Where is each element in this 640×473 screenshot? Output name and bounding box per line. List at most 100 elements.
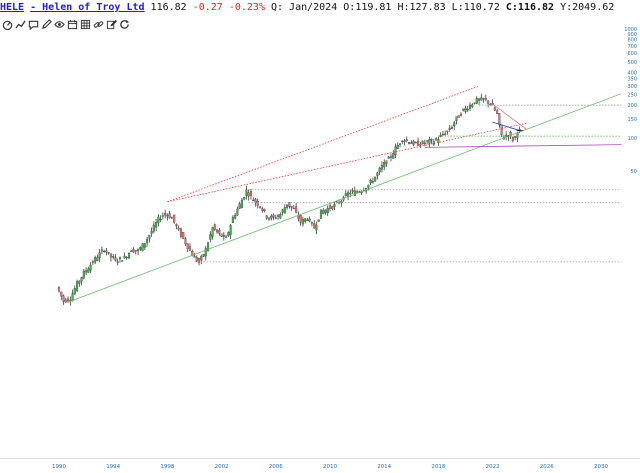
candle-up [466, 108, 469, 111]
y-tick-label: 300 [627, 84, 637, 90]
candle-down [186, 243, 189, 249]
chart-toolbar [2, 17, 130, 31]
candle-up [258, 206, 262, 208]
candle-down [448, 128, 451, 130]
candle-down [405, 139, 408, 142]
candle-up [148, 235, 151, 239]
x-tick-label: 2026 [540, 464, 554, 470]
candle-up [206, 242, 210, 252]
candle-down [299, 215, 302, 223]
dotted-level-line [167, 85, 480, 203]
candle-up [315, 224, 318, 231]
candle-up [200, 255, 203, 261]
candle-down [482, 98, 485, 100]
chart-header: HELE - Helen of Troy Ltd 116.82 -0.27 -0… [0, 0, 640, 16]
dashboard-icon[interactable] [2, 18, 13, 30]
candle-up [240, 199, 243, 209]
candle-up [301, 219, 304, 225]
candle-up [211, 227, 214, 237]
candle-down [435, 138, 438, 141]
candle-up [392, 153, 395, 159]
low-value: 110.72 [463, 2, 500, 13]
candle-up [455, 116, 458, 121]
trend-line-icon[interactable] [15, 18, 26, 30]
candle-up [374, 176, 377, 182]
candle-up [112, 256, 115, 258]
grid-icon[interactable] [80, 18, 91, 30]
candle-up [286, 204, 289, 208]
open-label: O: [343, 2, 356, 13]
edit-icon[interactable] [106, 18, 117, 30]
y-tick-label: 600 [627, 51, 637, 57]
volume-value: 2049.62 [572, 2, 615, 13]
candle-down [407, 142, 411, 144]
refresh-icon[interactable] [119, 18, 130, 30]
candle-down [218, 230, 221, 234]
candle-down [188, 246, 192, 251]
candle-up [159, 219, 162, 221]
candle-up [225, 236, 228, 238]
candle-up [376, 172, 379, 177]
candle-up [157, 216, 160, 223]
candle-up [116, 261, 119, 263]
candle-down [498, 113, 501, 126]
candle-up [308, 218, 311, 222]
candle-up [383, 162, 386, 168]
price-change: -0.27 [192, 2, 223, 13]
candle-up [340, 201, 343, 203]
candle-up [356, 191, 359, 193]
candle-up [155, 222, 158, 228]
candle-up [283, 207, 286, 214]
candle-up [123, 255, 126, 259]
candle-up [396, 145, 399, 149]
candle-down [57, 286, 61, 292]
candle-down [213, 224, 216, 230]
candle-up [222, 234, 225, 237]
candle-up [227, 232, 230, 237]
candle-up [371, 181, 374, 183]
candle-down [103, 250, 106, 253]
y-tick-label: 200 [627, 103, 637, 109]
y-tick-label: 1000 [624, 27, 637, 33]
company-name-link[interactable]: - Helen of Troy Ltd [30, 2, 145, 13]
y-tick-label: 100 [627, 136, 637, 142]
candle-down [60, 291, 63, 297]
last-price: 116.82 [150, 2, 187, 13]
eye-icon[interactable] [54, 18, 65, 30]
candle-up [439, 135, 442, 137]
candle-up [317, 219, 320, 222]
candle-up [468, 104, 472, 109]
candle-up [310, 222, 313, 224]
x-tick-label: 1990 [52, 464, 66, 470]
x-tick-label: 2018 [431, 464, 445, 470]
candle-up [87, 268, 90, 273]
candle-up [94, 257, 97, 263]
comment-icon[interactable] [28, 18, 39, 30]
price-change-pct: -0.23% [228, 2, 265, 13]
volume-label: Y: [560, 2, 573, 13]
link-icon[interactable] [93, 18, 104, 30]
candle-down [493, 107, 496, 111]
candle-up [80, 277, 83, 282]
calendar-icon[interactable] [67, 18, 78, 30]
candle-up [367, 184, 370, 188]
candle-up [78, 280, 81, 284]
dotted-level-line [167, 122, 527, 203]
y-tick-label: 250 [627, 93, 637, 99]
candle-up [277, 215, 280, 217]
candle-down [134, 250, 137, 252]
candle-down [487, 100, 490, 104]
x-tick-label: 1998 [160, 464, 174, 470]
candle-down [195, 256, 198, 262]
candle-up [73, 288, 76, 294]
pencil-icon[interactable] [41, 18, 52, 30]
candle-down [252, 199, 255, 202]
candle-up [267, 217, 271, 220]
ticker-link[interactable]: HELE [0, 2, 25, 13]
candle-up [324, 209, 327, 213]
candle-down [261, 208, 264, 211]
candle-up [270, 215, 273, 219]
candle-down [265, 215, 268, 219]
candle-down [184, 238, 187, 244]
